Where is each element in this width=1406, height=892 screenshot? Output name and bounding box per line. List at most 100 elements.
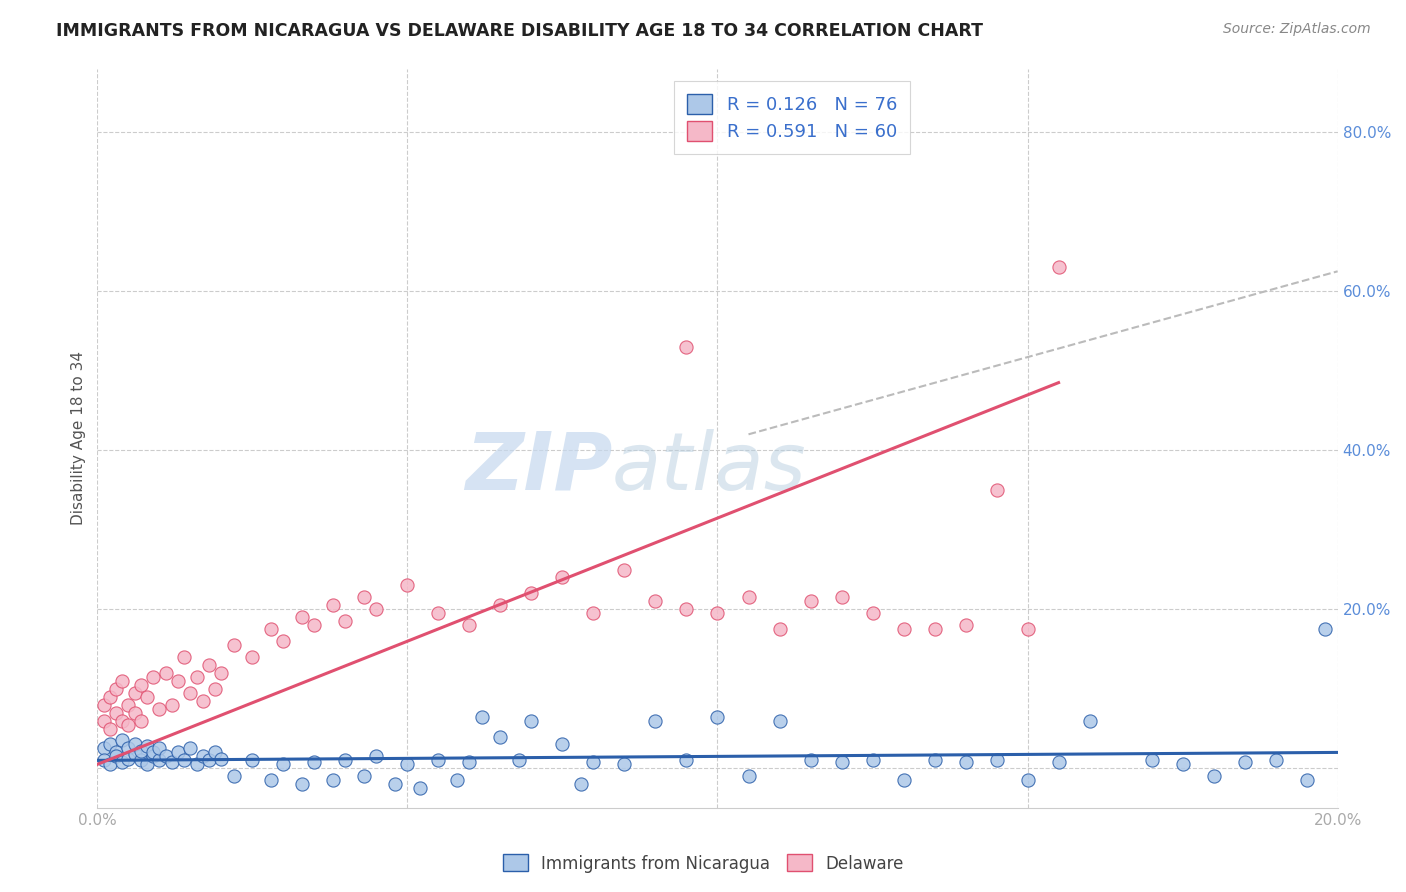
Point bbox=[489, 730, 512, 744]
Point bbox=[93, 741, 115, 756]
Point bbox=[155, 665, 177, 680]
Point bbox=[124, 747, 146, 761]
Point bbox=[551, 738, 574, 752]
Point bbox=[98, 690, 121, 704]
Point bbox=[862, 606, 884, 620]
Point bbox=[520, 714, 543, 728]
Point bbox=[129, 714, 152, 728]
Point bbox=[98, 757, 121, 772]
Point bbox=[322, 773, 344, 788]
Point bbox=[111, 755, 134, 769]
Point bbox=[209, 752, 232, 766]
Point bbox=[260, 773, 283, 788]
Point bbox=[335, 614, 357, 628]
Point bbox=[291, 610, 314, 624]
Point bbox=[737, 769, 759, 783]
Point bbox=[924, 622, 946, 636]
Point bbox=[136, 739, 159, 753]
Point bbox=[117, 741, 139, 756]
Point bbox=[179, 741, 201, 756]
Point bbox=[520, 586, 543, 600]
Point bbox=[353, 591, 375, 605]
Point bbox=[142, 746, 165, 760]
Point bbox=[167, 746, 190, 760]
Point bbox=[1315, 622, 1337, 636]
Legend: R = 0.126   N = 76, R = 0.591   N = 60: R = 0.126 N = 76, R = 0.591 N = 60 bbox=[675, 81, 910, 153]
Point bbox=[1047, 260, 1070, 275]
Point bbox=[179, 686, 201, 700]
Point bbox=[1202, 769, 1225, 783]
Point bbox=[191, 694, 214, 708]
Point bbox=[117, 752, 139, 766]
Point bbox=[986, 483, 1008, 497]
Point bbox=[644, 714, 666, 728]
Point bbox=[222, 769, 245, 783]
Point bbox=[551, 570, 574, 584]
Point bbox=[173, 650, 195, 665]
Point bbox=[569, 777, 592, 791]
Point bbox=[1078, 714, 1101, 728]
Point bbox=[706, 709, 728, 723]
Point bbox=[924, 753, 946, 767]
Point bbox=[582, 755, 605, 769]
Point bbox=[409, 781, 432, 796]
Point bbox=[142, 749, 165, 764]
Point bbox=[427, 606, 450, 620]
Point bbox=[104, 749, 127, 764]
Point bbox=[129, 744, 152, 758]
Point bbox=[136, 757, 159, 772]
Point bbox=[204, 681, 226, 696]
Legend: Immigrants from Nicaragua, Delaware: Immigrants from Nicaragua, Delaware bbox=[496, 847, 910, 880]
Point bbox=[1295, 773, 1317, 788]
Point bbox=[124, 686, 146, 700]
Point bbox=[142, 670, 165, 684]
Point bbox=[204, 746, 226, 760]
Point bbox=[222, 638, 245, 652]
Point bbox=[124, 706, 146, 720]
Point bbox=[117, 717, 139, 731]
Point bbox=[831, 591, 853, 605]
Text: Source: ZipAtlas.com: Source: ZipAtlas.com bbox=[1223, 22, 1371, 37]
Point bbox=[291, 777, 314, 791]
Point bbox=[160, 755, 183, 769]
Text: ZIP: ZIP bbox=[465, 429, 612, 507]
Point bbox=[737, 591, 759, 605]
Point bbox=[304, 618, 326, 632]
Point bbox=[242, 753, 264, 767]
Point bbox=[335, 753, 357, 767]
Point bbox=[446, 773, 468, 788]
Point bbox=[93, 698, 115, 712]
Point bbox=[322, 599, 344, 613]
Point bbox=[167, 673, 190, 688]
Point bbox=[675, 753, 697, 767]
Point bbox=[613, 562, 636, 576]
Point bbox=[955, 618, 977, 632]
Point bbox=[148, 741, 170, 756]
Point bbox=[111, 673, 134, 688]
Point bbox=[582, 606, 605, 620]
Point bbox=[104, 681, 127, 696]
Point bbox=[273, 634, 295, 648]
Point bbox=[799, 594, 821, 608]
Point bbox=[260, 622, 283, 636]
Point bbox=[893, 622, 915, 636]
Point bbox=[955, 755, 977, 769]
Point bbox=[893, 773, 915, 788]
Point bbox=[111, 733, 134, 747]
Point bbox=[1017, 622, 1039, 636]
Point bbox=[160, 698, 183, 712]
Point bbox=[458, 755, 481, 769]
Point bbox=[148, 753, 170, 767]
Point bbox=[93, 753, 115, 767]
Point bbox=[186, 670, 208, 684]
Point bbox=[1171, 757, 1194, 772]
Point bbox=[1233, 755, 1256, 769]
Point bbox=[489, 599, 512, 613]
Text: IMMIGRANTS FROM NICARAGUA VS DELAWARE DISABILITY AGE 18 TO 34 CORRELATION CHART: IMMIGRANTS FROM NICARAGUA VS DELAWARE DI… bbox=[56, 22, 983, 40]
Point bbox=[831, 755, 853, 769]
Point bbox=[104, 746, 127, 760]
Point bbox=[124, 738, 146, 752]
Point bbox=[93, 714, 115, 728]
Point bbox=[104, 706, 127, 720]
Point bbox=[98, 738, 121, 752]
